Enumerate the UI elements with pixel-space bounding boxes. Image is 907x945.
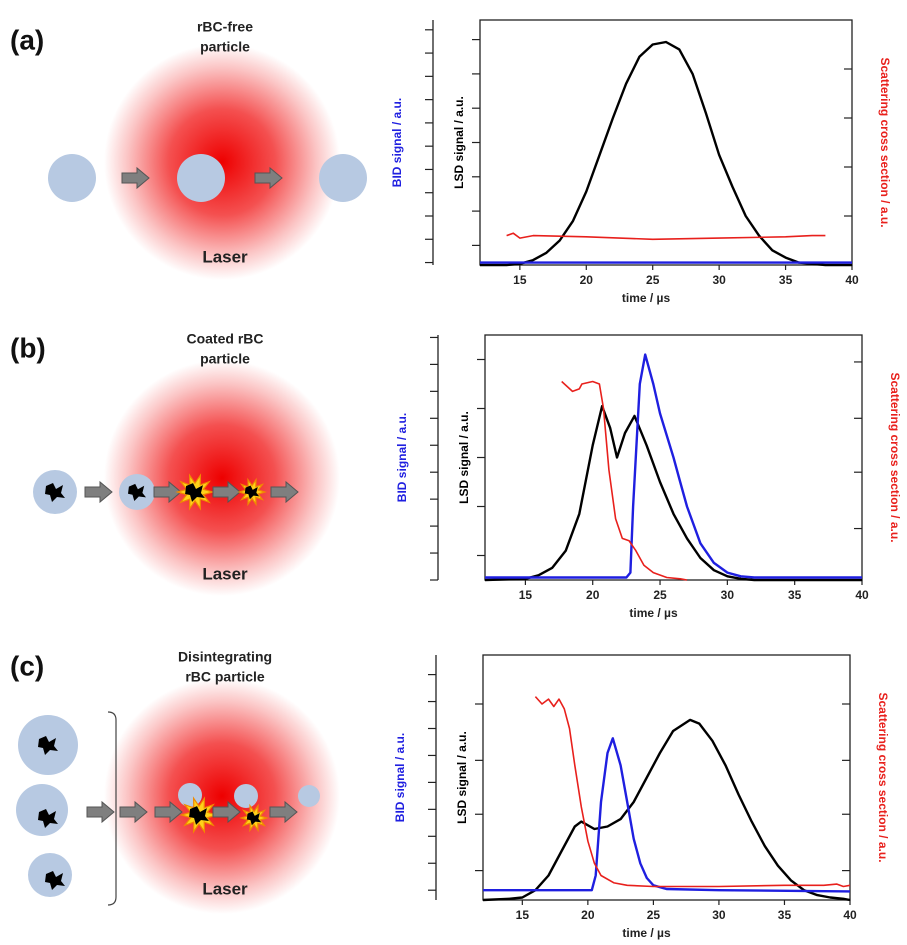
series-line bbox=[485, 353, 862, 579]
series-line bbox=[483, 737, 851, 893]
soot bbox=[244, 485, 260, 500]
laser-beam bbox=[104, 360, 340, 596]
series-line bbox=[482, 718, 851, 902]
arrow bbox=[121, 166, 150, 190]
panel-title: particle bbox=[200, 351, 250, 367]
soot bbox=[185, 483, 205, 502]
arrow bbox=[270, 480, 299, 504]
panel-title: Disintegrating bbox=[178, 649, 272, 665]
x-tick-label: 40 bbox=[843, 908, 857, 922]
series-line bbox=[484, 404, 862, 582]
particle bbox=[48, 154, 96, 202]
soot bbox=[38, 736, 58, 755]
y3-axis-title: BID signal / a.u. bbox=[393, 733, 407, 822]
x-tick-label: 30 bbox=[721, 588, 735, 602]
particle bbox=[178, 783, 202, 807]
x-tick-label: 25 bbox=[647, 908, 661, 922]
x-tick-label: 35 bbox=[779, 273, 793, 287]
y-axis-title: LSD signal / a.u. bbox=[457, 411, 471, 504]
x-tick-label: 35 bbox=[778, 908, 792, 922]
y-axis-title: LSD signal / a.u. bbox=[452, 96, 466, 189]
x-tick-label: 25 bbox=[646, 273, 660, 287]
panel-label: (b) bbox=[10, 332, 46, 363]
arrow bbox=[84, 480, 113, 504]
soot bbox=[189, 806, 209, 825]
x-tick-label: 35 bbox=[788, 588, 802, 602]
laser-beam bbox=[104, 678, 340, 914]
x-tick-label: 40 bbox=[845, 273, 859, 287]
y-axis-title: LSD signal / a.u. bbox=[455, 731, 469, 824]
laser-label: Laser bbox=[202, 247, 248, 266]
soot bbox=[38, 809, 58, 828]
laser-beam bbox=[104, 44, 340, 280]
plot-frame bbox=[482, 654, 851, 901]
bracket bbox=[107, 711, 117, 906]
panel-label: (c) bbox=[10, 650, 44, 681]
arrow bbox=[254, 166, 283, 190]
y2-axis-title: Scattering cross section / a.u. bbox=[876, 692, 890, 862]
particle bbox=[319, 154, 367, 202]
arrow bbox=[153, 480, 182, 504]
soot bbox=[246, 811, 262, 826]
panel-title: rBC particle bbox=[185, 669, 265, 685]
soot bbox=[128, 483, 146, 501]
laser-label: Laser bbox=[202, 879, 248, 898]
panel-title: Coated rBC bbox=[186, 331, 263, 347]
panel-label: (a) bbox=[10, 24, 44, 55]
x-tick-label: 15 bbox=[519, 588, 533, 602]
x-tick-label: 30 bbox=[712, 273, 726, 287]
soot bbox=[45, 483, 65, 502]
series-line bbox=[561, 380, 688, 581]
particle bbox=[298, 785, 320, 807]
particle bbox=[234, 784, 258, 808]
x-tick-label: 20 bbox=[580, 273, 594, 287]
plot-frame bbox=[479, 19, 853, 266]
particle bbox=[16, 784, 68, 836]
x-tick-label: 15 bbox=[513, 273, 527, 287]
series-line bbox=[534, 696, 851, 888]
x-tick-label: 25 bbox=[653, 588, 667, 602]
x-tick-label: 30 bbox=[712, 908, 726, 922]
x-tick-label: 20 bbox=[581, 908, 595, 922]
series-line bbox=[480, 40, 852, 267]
y2-axis-title: Scattering cross section / a.u. bbox=[888, 372, 902, 542]
panel-title: particle bbox=[200, 39, 250, 55]
arrow bbox=[86, 800, 115, 824]
x-axis-title: time / µs bbox=[629, 606, 678, 620]
series-line bbox=[506, 232, 826, 241]
x-tick-label: 40 bbox=[855, 588, 869, 602]
x-tick-label: 15 bbox=[516, 908, 530, 922]
x-axis-title: time / µs bbox=[622, 291, 671, 305]
arrow bbox=[212, 480, 241, 504]
x-tick-label: 20 bbox=[586, 588, 600, 602]
arrow bbox=[119, 800, 148, 824]
y3-axis-title: BID signal / a.u. bbox=[390, 98, 404, 187]
y3-axis-title: BID signal / a.u. bbox=[395, 413, 409, 502]
x-axis-title: time / µs bbox=[622, 926, 671, 940]
arrow bbox=[212, 800, 241, 824]
arrow bbox=[154, 800, 183, 824]
panel-title: rBC-free bbox=[197, 19, 253, 35]
soot bbox=[45, 871, 65, 890]
arrow bbox=[269, 800, 298, 824]
particle bbox=[177, 154, 225, 202]
laser-label: Laser bbox=[202, 564, 248, 583]
y2-axis-title: Scattering cross section / a.u. bbox=[878, 57, 892, 227]
